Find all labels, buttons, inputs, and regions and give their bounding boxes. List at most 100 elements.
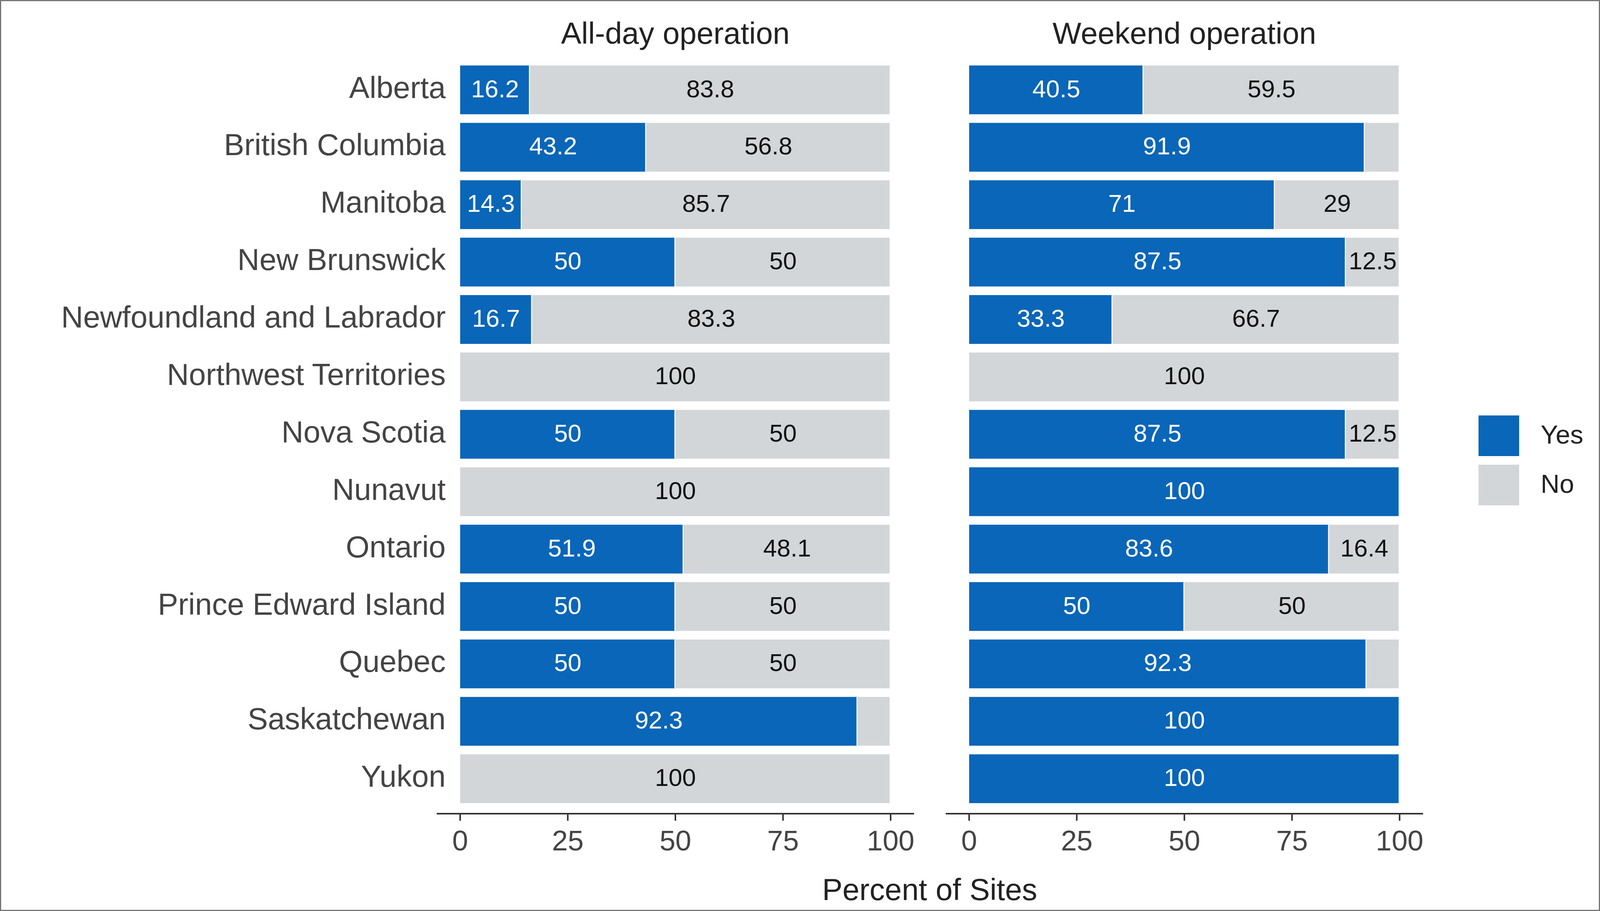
- data-label: 50: [553, 246, 582, 275]
- bar-segment: [460, 753, 891, 803]
- data-label: 59.5: [1247, 75, 1296, 103]
- bar-segment: [460, 409, 676, 459]
- segment-divider: [1398, 237, 1400, 287]
- bar-segment: [1364, 122, 1400, 172]
- segment-divider: [889, 696, 892, 746]
- bars: [460, 65, 891, 803]
- bar-segment: [1345, 237, 1400, 287]
- data-labels: 40.559.591.9712987.512.533.366.710087.51…: [1016, 75, 1397, 792]
- bar-segment: [969, 65, 1144, 115]
- bar-segment: [969, 524, 1329, 574]
- data-labels: 16.283.843.256.814.385.7505016.783.31005…: [466, 75, 811, 792]
- panel-title: All-day operation: [560, 16, 790, 51]
- data-label: 83.8: [686, 75, 735, 103]
- x-tick-label: 0: [452, 824, 469, 856]
- data-label: 87.5: [1133, 246, 1182, 275]
- bar-segment: [969, 467, 1400, 517]
- category-label: Saskatchewan: [247, 701, 446, 736]
- segment-divider: [1398, 639, 1400, 688]
- bar-segment: [675, 409, 891, 459]
- segment-divider: [889, 524, 892, 574]
- x-tick-label: 50: [659, 824, 692, 856]
- x-tick-label: 75: [767, 824, 799, 856]
- bars: [969, 65, 1400, 803]
- category-label: Manitoba: [320, 184, 446, 220]
- segment-divider: [889, 294, 892, 344]
- bar-segment: [675, 581, 891, 631]
- segment-divider: [889, 409, 892, 459]
- segment-divider: [1398, 294, 1400, 344]
- segment-divider: [1398, 180, 1400, 229]
- bar-segment: [1399, 696, 1400, 746]
- bar-segment: [969, 122, 1365, 172]
- data-label: 50: [1278, 591, 1306, 619]
- x-tick-label: 100: [866, 824, 915, 856]
- data-label: 12.5: [1348, 419, 1397, 447]
- bar-segment: [969, 639, 1367, 688]
- data-label: 100: [654, 361, 696, 390]
- data-label: 100: [1163, 361, 1205, 390]
- data-label: 50: [1062, 591, 1091, 619]
- data-label: 16.2: [471, 75, 520, 103]
- segment-divider: [1398, 524, 1400, 574]
- x-tick: [1291, 813, 1293, 821]
- x-tick-label: 75: [1276, 824, 1308, 856]
- legend-swatch: [1478, 464, 1520, 506]
- data-label: 12.5: [1348, 246, 1397, 275]
- x-tick: [567, 813, 569, 821]
- x-tick-label: 25: [551, 824, 584, 856]
- x-tick-label: 100: [1375, 824, 1424, 856]
- data-label: 50: [553, 419, 582, 447]
- x-axis-title: Percent of Sites: [822, 871, 1038, 907]
- data-label: 48.1: [763, 533, 812, 562]
- data-label: 40.5: [1032, 75, 1081, 103]
- bar-segment: [675, 237, 891, 287]
- data-label: 50: [769, 419, 797, 447]
- segment-divider: [889, 237, 892, 287]
- data-label: 66.7: [1232, 304, 1281, 332]
- segment-divider: [1398, 409, 1400, 459]
- bar-segment: [460, 237, 676, 287]
- data-label: 50: [553, 591, 582, 619]
- x-tick: [968, 813, 970, 821]
- chart: All-day operation16.283.843.256.814.385.…: [0, 0, 1600, 911]
- bar-segment: [1143, 65, 1400, 115]
- x-tick: [459, 813, 461, 821]
- data-label: 87.5: [1133, 419, 1182, 447]
- bar-segment: [1345, 409, 1400, 459]
- x-tick-label: 0: [961, 824, 978, 856]
- segment-divider: [1398, 65, 1400, 115]
- bar-segment: [969, 180, 1275, 229]
- bar-segment: [969, 581, 1185, 631]
- segment-divider: [889, 753, 892, 803]
- data-label: 83.3: [687, 304, 736, 332]
- x-tick-label: 50: [1168, 824, 1200, 856]
- category-label: Yukon: [360, 758, 446, 793]
- data-label: 92.3: [634, 705, 683, 734]
- segment-divider: [889, 467, 892, 517]
- data-label: 14.3: [466, 189, 515, 217]
- data-label: 100: [1163, 763, 1205, 791]
- bar-segment: [532, 294, 891, 344]
- bar-segment: [460, 352, 891, 402]
- segment-divider: [889, 180, 892, 229]
- bar-segment: [460, 467, 891, 517]
- segment-divider: [1398, 122, 1400, 172]
- bar-segment: [521, 180, 891, 229]
- segment-divider: [889, 352, 892, 402]
- bar-segment: [460, 524, 684, 574]
- segment-divider: [1398, 581, 1400, 631]
- bar-segment: [530, 65, 891, 115]
- frame: [0, 0, 1600, 911]
- data-label: 16.7: [472, 304, 521, 332]
- bar-segment: [460, 294, 533, 344]
- category-label: Nunavut: [332, 471, 446, 507]
- data-label: 92.3: [1143, 648, 1192, 676]
- data-label: 85.7: [682, 189, 731, 217]
- data-label: 91.9: [1142, 132, 1192, 160]
- data-label: 33.3: [1016, 304, 1065, 332]
- category-label: Nova Scotia: [281, 414, 446, 449]
- segment-divider: [889, 639, 892, 688]
- data-label: 16.4: [1340, 533, 1389, 562]
- x-tick: [889, 813, 892, 821]
